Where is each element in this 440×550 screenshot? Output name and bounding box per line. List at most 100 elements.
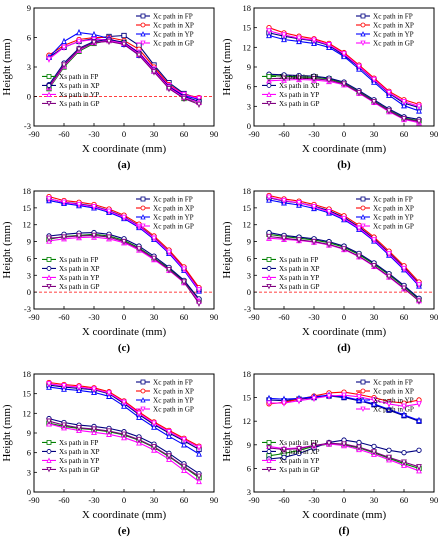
x-tick-label: -30 [308,495,319,505]
panel-label: (b) [337,159,351,171]
legend-marker [266,257,272,262]
legend-entry: Xc path in GP [373,223,414,231]
data-point [416,282,422,289]
legend-marker [266,457,272,463]
chart-panel-1: -90 -60 -30 0 30 60 90 0 3 6 9 12 15 18 X coordinate (… [221,3,439,171]
x-tick-label: 90 [430,495,439,505]
data-point [166,85,172,93]
legend-entry: Xc path in YP [373,397,414,405]
y-tick-label: 15 [243,23,252,33]
x-tick-label: -60 [58,495,69,505]
legend-marker [140,397,146,403]
data-point [136,246,142,253]
y-tick-label: 6 [247,463,251,473]
y-tick-label: 3 [27,270,31,280]
y-tick-label: 18 [243,369,252,379]
legend-marker [266,440,272,445]
legend-marker [140,13,146,19]
data-point [76,46,82,53]
x-tick-label: 90 [430,129,439,139]
data-point [416,401,422,408]
y-axis-label: Height (mm) [221,38,233,95]
x-tick-label: 90 [430,312,439,322]
legend-entry: Xs path in YP [59,274,99,282]
x-tick-label: -30 [88,312,99,322]
y-tick-label: -3 [24,121,31,131]
legend-marker [46,83,52,88]
y-tick-label: 15 [243,393,252,403]
legend-marker [46,266,52,271]
legend-marker [46,257,52,262]
data-point [356,89,362,97]
data-point [326,440,332,447]
data-point [121,238,127,246]
y-axis-label: Height (mm) [221,221,233,278]
legend-entry: Xs path in XP [59,82,100,90]
data-point [46,235,52,242]
data-point [281,75,287,82]
legend-entry: Xs path in XP [279,265,320,273]
data-point [91,39,97,47]
legend-entry: Xs path in GP [279,283,320,291]
x-axis-label: X coordinate (mm) [82,326,167,338]
data-point [151,444,157,451]
x-tick-label: -30 [308,129,319,139]
x-axis-label: X coordinate (mm) [302,143,387,155]
data-point [196,95,202,103]
data-point [76,38,82,46]
x-tick-label: 60 [400,129,409,139]
chart-panel-4: -90 -60 -30 0 30 60 90 0 3 6 9 12 15 18 X coordinate (… [1,369,218,537]
legend-marker [360,196,366,202]
data-point [401,403,407,410]
legend-entry: Xs path in FP [279,256,318,264]
legend-marker [360,205,366,211]
data-point [166,429,172,436]
legend-marker [140,379,146,385]
legend-entry: Xc path in XP [153,22,194,30]
legend-marker [360,40,366,46]
x-tick-label: -30 [308,312,319,322]
y-tick-label: 0 [27,487,31,497]
legend-entry: Xc path in FP [373,196,413,204]
legend-marker [266,74,272,79]
data-point [386,405,392,413]
x-tick-label: 0 [342,495,346,505]
legend-marker [46,284,52,290]
data-point [371,397,377,404]
data-point [416,118,422,126]
data-point [121,214,127,222]
y-tick-label: 6 [247,82,251,92]
series-2 [266,31,422,114]
data-point [196,477,202,485]
x-tick-label: -60 [58,129,69,139]
x-tick-label: -60 [278,312,289,322]
data-point [311,204,317,211]
data-point [121,399,127,406]
data-point [46,56,52,63]
legend-marker [266,266,272,271]
data-point [151,69,157,76]
data-point [401,450,407,456]
legend-entry: Xs path in GP [59,100,100,108]
data-point [46,381,52,388]
data-point [311,76,317,83]
legend-marker [140,40,146,46]
legend-entry: Xs path in YP [279,91,319,99]
data-point [416,447,422,453]
x-tick-label: 60 [180,495,189,505]
legend-marker [46,467,52,473]
x-tick-label: 60 [400,312,409,322]
data-point [356,444,362,451]
y-tick-label: 0 [247,287,251,297]
y-tick-label: 9 [247,62,251,72]
y-tick-label: 3 [247,270,251,280]
data-point [181,463,187,471]
y-tick-label: 6 [247,253,251,263]
data-point [356,439,362,446]
y-axis-label: Height (mm) [1,404,13,461]
x-tick-label: 0 [122,495,126,505]
